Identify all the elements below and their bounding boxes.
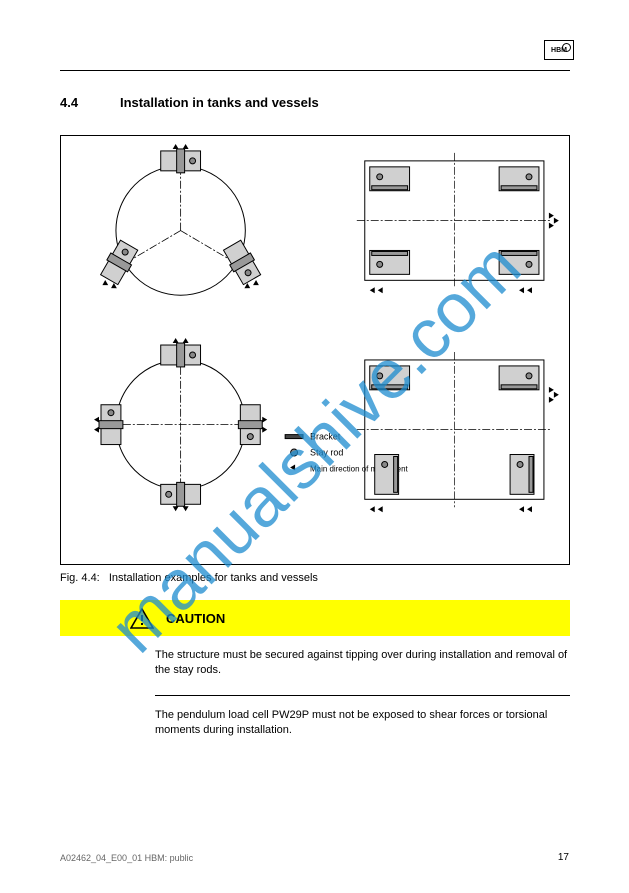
- page-container: HBM 4.4 Installation in tanks and vessel…: [0, 0, 629, 893]
- rect-four-bottom: [357, 352, 559, 512]
- body-paragraph-1: The structure must be secured against ti…: [155, 648, 570, 679]
- diagram-box: Bracket Stay rod Main direction of movem…: [60, 135, 570, 565]
- footer-page: 17: [558, 852, 569, 863]
- fig-label: Fig. 4.4:: [60, 572, 100, 584]
- diagram-svg: Bracket Stay rod Main direction of movem…: [61, 136, 569, 564]
- hbm-logo: HBM: [544, 40, 574, 60]
- figure-caption: Fig. 4.4: Installation examples for tank…: [60, 572, 318, 584]
- warning-icon: [130, 608, 154, 629]
- caution-bar: CAUTION: [60, 600, 570, 636]
- circular-three: [99, 144, 262, 295]
- header-rule: [60, 70, 570, 71]
- section-number: 4.4: [60, 95, 78, 110]
- legend-stayrod: Stay rod: [310, 448, 343, 458]
- body-paragraph-2: The pendulum load cell PW29P must not be…: [155, 708, 570, 739]
- legend-bracket: Bracket: [310, 432, 341, 442]
- rect-four-top: [357, 153, 559, 293]
- footer-doc: A02462_04_E00_01 HBM: public: [60, 853, 193, 863]
- logo-text: HBM: [551, 47, 567, 54]
- circular-four: [94, 338, 267, 511]
- caution-label: CAUTION: [166, 611, 225, 626]
- fig-text: Installation examples for tanks and vess…: [109, 572, 318, 584]
- section-title: Installation in tanks and vessels: [120, 95, 319, 110]
- divider-rule: [155, 695, 570, 696]
